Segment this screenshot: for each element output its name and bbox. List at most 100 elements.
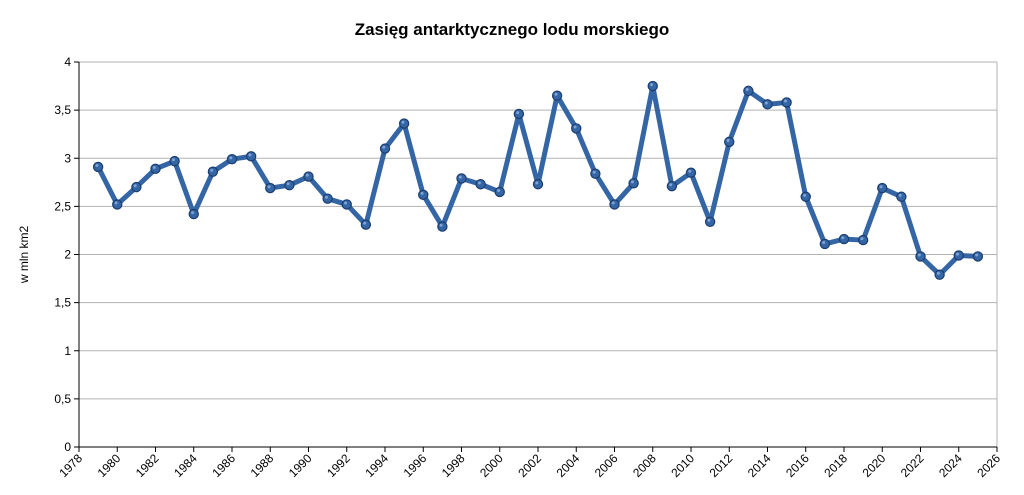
data-point-highlight xyxy=(726,138,730,142)
y-tick-label: 0,5 xyxy=(54,392,71,406)
x-tick-label: 2020 xyxy=(860,451,889,480)
data-point-highlight xyxy=(344,201,348,205)
data-point-highlight xyxy=(382,145,386,149)
data-point xyxy=(915,251,926,262)
data-point-highlight xyxy=(439,223,443,227)
data-point xyxy=(819,238,831,250)
x-tick-label: 2022 xyxy=(898,451,927,480)
x-tick-label: 2016 xyxy=(783,451,812,480)
data-point-highlight xyxy=(650,83,654,87)
data-point-highlight xyxy=(114,201,118,205)
y-tick-label: 2 xyxy=(64,248,71,262)
y-tick-label: 1,5 xyxy=(54,296,71,310)
data-point-highlight xyxy=(669,183,673,187)
data-point xyxy=(150,163,161,175)
data-point-highlight xyxy=(210,168,214,172)
chart-title: Zasięg antarktycznego lodu morskiego xyxy=(354,20,670,39)
data-point xyxy=(896,191,907,202)
x-tick-label: 1996 xyxy=(401,451,430,480)
x-tick-label: 1998 xyxy=(439,451,468,480)
data-point-highlight xyxy=(191,211,195,215)
data-point xyxy=(322,193,333,204)
data-point xyxy=(647,80,658,92)
y-tick-label: 3 xyxy=(64,151,71,165)
data-point-highlight xyxy=(803,193,807,197)
data-point xyxy=(437,221,448,232)
x-tick-label: 1978 xyxy=(56,451,85,480)
data-point xyxy=(513,108,525,120)
data-point-highlight xyxy=(936,271,940,275)
data-point xyxy=(494,186,505,198)
data-points xyxy=(92,80,984,280)
data-point xyxy=(131,181,142,193)
data-point-highlight xyxy=(286,182,290,186)
data-point xyxy=(704,216,716,227)
data-point xyxy=(188,208,199,220)
x-tick-label: 1994 xyxy=(362,451,391,480)
x-tick-label: 2026 xyxy=(974,451,1003,480)
data-point xyxy=(303,171,314,182)
data-point-highlight xyxy=(573,125,577,129)
y-tick-label: 0 xyxy=(64,440,71,454)
data-point xyxy=(284,179,295,191)
data-point xyxy=(666,180,678,192)
data-point-highlight xyxy=(229,156,233,160)
data-point xyxy=(92,161,104,173)
data-point-highlight xyxy=(841,236,845,240)
data-point xyxy=(360,219,372,230)
data-point-highlight xyxy=(152,165,156,169)
x-tick-label: 2002 xyxy=(515,451,544,480)
data-point-highlight xyxy=(95,164,99,168)
data-point xyxy=(571,123,582,134)
data-point-highlight xyxy=(267,185,271,189)
data-point-highlight xyxy=(554,92,558,96)
data-point-highlight xyxy=(497,189,501,193)
data-point-highlight xyxy=(860,237,864,241)
x-tick-label: 2012 xyxy=(707,451,736,480)
x-tick-label: 1988 xyxy=(248,451,277,480)
x-tick-label: 1992 xyxy=(324,451,353,480)
axes xyxy=(74,61,998,452)
data-point-highlight xyxy=(171,158,175,162)
x-tick-label: 2008 xyxy=(630,451,659,480)
data-point-highlight xyxy=(516,111,520,115)
data-point-highlight xyxy=(458,175,462,179)
data-point xyxy=(857,234,869,246)
y-tick-label: 2,5 xyxy=(54,199,71,213)
data-point xyxy=(609,199,620,210)
data-point xyxy=(685,167,697,178)
x-tick-label: 1980 xyxy=(95,451,124,480)
y-tick-label: 1 xyxy=(64,344,71,358)
data-point xyxy=(953,250,964,261)
data-point xyxy=(762,99,773,110)
data-point xyxy=(743,85,754,97)
data-point xyxy=(590,168,601,179)
data-point-highlight xyxy=(764,101,768,105)
data-point-highlight xyxy=(688,169,692,173)
data-point-highlight xyxy=(707,218,711,222)
x-tick-label: 1990 xyxy=(286,451,315,480)
data-point xyxy=(398,118,410,129)
x-tick-label: 2004 xyxy=(554,451,583,480)
data-point xyxy=(379,143,391,154)
data-point xyxy=(418,189,429,201)
data-point xyxy=(838,233,850,245)
y-tick-label: 4 xyxy=(64,55,71,69)
data-point-highlight xyxy=(783,99,787,103)
data-point xyxy=(207,166,219,177)
data-point-highlight xyxy=(324,195,328,199)
data-point xyxy=(169,155,180,167)
data-point xyxy=(245,151,257,162)
data-point xyxy=(456,173,467,184)
data-point-highlight xyxy=(956,252,960,256)
data-point-highlight xyxy=(248,153,252,157)
data-point-highlight xyxy=(420,191,424,195)
data-point xyxy=(934,269,945,280)
data-point-highlight xyxy=(401,120,405,124)
data-point-highlight xyxy=(535,181,539,185)
data-point-highlight xyxy=(879,185,883,189)
x-tick-label: 2010 xyxy=(668,451,697,480)
data-point-highlight xyxy=(745,87,749,91)
y-tick-label: 3,5 xyxy=(54,103,71,117)
